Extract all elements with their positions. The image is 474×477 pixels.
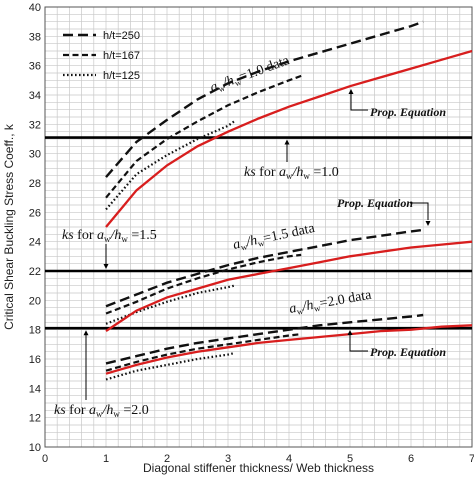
- x-tick-label: 6: [408, 453, 414, 465]
- y-tick-label: 36: [29, 61, 41, 73]
- data-line-dot: [105, 120, 235, 211]
- data-group-label: aw/hw=1.0 data: [208, 53, 292, 97]
- y-tick-label: 12: [29, 413, 41, 425]
- legend-label: h/t=125: [103, 70, 140, 82]
- x-tick-label: 4: [286, 453, 292, 465]
- arrow-head: [348, 89, 354, 94]
- y-tick-label: 26: [29, 207, 41, 219]
- y-tick-label: 22: [29, 266, 41, 278]
- y-tick-label: 34: [29, 90, 41, 102]
- leader-line: [410, 202, 429, 220]
- y-tick-label: 28: [29, 178, 41, 190]
- arrow-head: [103, 264, 109, 269]
- arrow-head: [425, 221, 431, 226]
- data-line-dash: [105, 74, 302, 199]
- leader-line: [350, 93, 368, 111]
- prop-equation-label: Prop. Equation: [370, 345, 446, 359]
- ks-label: ks for aw/hw =2.0: [54, 403, 149, 419]
- y-tick-label: 40: [29, 2, 41, 14]
- x-tick-label: 0: [42, 453, 48, 465]
- ks-label: ks for aw/hw =1.5: [62, 228, 157, 244]
- prop-equation-line: [105, 324, 473, 375]
- x-tick-label: 3: [225, 453, 231, 465]
- data-line-dash: [105, 333, 302, 372]
- ks-label: ks for aw/hw =1.0: [244, 165, 339, 181]
- x-tick-label: 1: [103, 453, 109, 465]
- y-tick-label: 32: [29, 119, 41, 131]
- data-line-long-dash: [105, 228, 424, 308]
- prop-equation-line: [105, 49, 473, 228]
- legend: h/t=250 h/t=167 h/t=125: [63, 30, 140, 82]
- arrow-head: [284, 139, 290, 145]
- y-axis-title: Critical Shear Buckling Stress Coeff., k: [2, 123, 16, 330]
- data-line-long-dash: [105, 20, 424, 178]
- arrow-head: [83, 330, 89, 336]
- x-tick-label: 2: [164, 453, 170, 465]
- plot-frame: [44, 6, 473, 448]
- legend-label: h/t=250: [103, 30, 140, 42]
- x-axis-title: Diagonal stiffener thickness/ Web thickn…: [143, 461, 374, 475]
- y-tick-label: 10: [29, 442, 41, 454]
- y-tick-label: 16: [29, 354, 41, 366]
- prop-equation-label: Prop. Equation: [337, 196, 413, 210]
- y-tick-label: 30: [29, 149, 41, 161]
- y-tick-label: 20: [29, 295, 41, 307]
- x-tick-label: 7: [469, 453, 474, 465]
- y-tick-label: 38: [29, 31, 41, 43]
- prop-equation-line: [105, 240, 473, 333]
- series-group: [105, 20, 473, 381]
- data-line-dot: [105, 284, 235, 325]
- data-line-long-dash: [105, 313, 424, 365]
- arrow-head: [347, 330, 353, 335]
- legend-label: h/t=167: [103, 50, 140, 62]
- y-tick-label: 24: [29, 237, 41, 249]
- data-group-label: aw/hw=1.5 data: [232, 221, 317, 254]
- reference-lines: [45, 136, 472, 330]
- leader-line: [349, 335, 368, 352]
- y-tick-label: 18: [29, 325, 41, 337]
- data-line-dash: [105, 253, 302, 315]
- prop-equation-label: Prop. Equation: [370, 105, 446, 119]
- y-tick-label: 14: [29, 383, 41, 395]
- x-tick-label: 5: [347, 453, 353, 465]
